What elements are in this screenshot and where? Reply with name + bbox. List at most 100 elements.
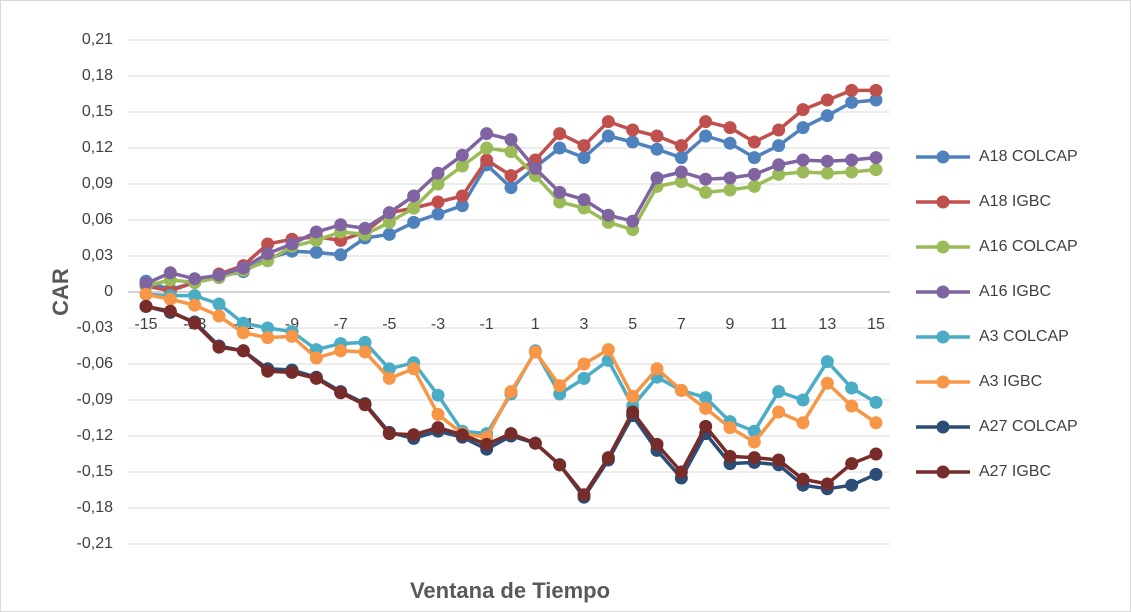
x-tick-label: 9	[726, 316, 735, 333]
data-point	[577, 357, 591, 371]
y-tick-label: 0,18	[82, 67, 113, 84]
data-point	[747, 424, 761, 438]
y-tick-label: 0	[104, 283, 113, 300]
data-point	[723, 171, 737, 185]
legend-label: A27 IGBC	[979, 463, 1051, 480]
data-point	[407, 215, 421, 229]
data-point	[820, 355, 834, 369]
data-point	[772, 405, 786, 419]
data-point	[407, 201, 421, 215]
data-point	[796, 416, 810, 430]
data-point	[747, 435, 761, 449]
data-point	[382, 206, 396, 220]
y-tick-label: -0,06	[77, 355, 114, 372]
data-point	[577, 488, 591, 502]
data-point	[772, 123, 786, 137]
data-point	[601, 208, 615, 222]
data-point	[845, 83, 859, 97]
y-tick-label: -0,18	[77, 499, 114, 516]
data-point	[236, 261, 250, 275]
y-tick-label: 0,12	[82, 139, 113, 156]
data-point	[845, 95, 859, 109]
legend-marker	[936, 465, 950, 479]
data-point	[577, 371, 591, 385]
data-point	[382, 362, 396, 376]
data-point	[334, 248, 348, 262]
data-point	[261, 321, 275, 335]
data-point	[674, 175, 688, 189]
data-point	[674, 165, 688, 179]
data-point	[772, 453, 786, 467]
data-point	[674, 151, 688, 165]
data-point	[699, 185, 713, 199]
x-tick-label: 1	[531, 316, 540, 333]
data-point	[334, 386, 348, 400]
data-point	[212, 268, 226, 282]
data-point	[236, 316, 250, 330]
data-point	[699, 391, 713, 405]
data-point	[188, 316, 202, 330]
y-tick-label: -0,09	[77, 391, 114, 408]
data-point	[504, 181, 518, 195]
data-point	[407, 428, 421, 442]
data-point	[601, 115, 615, 129]
data-point	[163, 292, 177, 306]
data-point	[455, 199, 469, 213]
data-point	[285, 329, 299, 343]
data-point	[845, 457, 859, 471]
data-point	[553, 185, 567, 199]
data-point	[553, 127, 567, 141]
data-point	[747, 451, 761, 465]
legend-marker	[936, 195, 950, 209]
legend-label: A3 IGBC	[979, 373, 1042, 390]
data-point	[455, 189, 469, 203]
data-point	[772, 158, 786, 172]
data-point	[139, 299, 153, 313]
data-point	[796, 472, 810, 486]
legend-marker	[936, 375, 950, 389]
data-point	[163, 304, 177, 318]
data-point	[431, 421, 445, 435]
x-tick-label: -1	[480, 316, 494, 333]
x-tick-label: 11	[770, 316, 787, 333]
y-tick-label: 0,06	[82, 211, 113, 228]
data-point	[382, 215, 396, 229]
data-point	[480, 141, 494, 155]
data-point	[139, 277, 153, 291]
data-point	[358, 221, 372, 235]
legend-marker	[936, 285, 950, 299]
data-point	[504, 133, 518, 147]
data-point	[699, 401, 713, 415]
legend-label: A16 IGBC	[979, 283, 1051, 300]
data-point	[261, 331, 275, 345]
data-point	[650, 171, 664, 185]
data-point	[504, 145, 518, 159]
data-point	[455, 428, 469, 442]
data-point	[285, 237, 299, 251]
data-point	[431, 177, 445, 191]
data-point	[626, 123, 640, 137]
data-point	[236, 326, 250, 340]
legend-label: A3 COLCAP	[979, 328, 1069, 345]
data-point	[869, 447, 883, 461]
data-point	[382, 371, 396, 385]
data-point	[480, 437, 494, 451]
data-point	[820, 93, 834, 107]
x-tick-label: 5	[628, 316, 637, 333]
y-tick-label: 0,09	[82, 175, 113, 192]
data-point	[334, 218, 348, 232]
data-point	[504, 427, 518, 441]
data-point	[358, 398, 372, 412]
data-point	[869, 83, 883, 97]
data-point	[188, 272, 202, 286]
data-point	[480, 153, 494, 167]
data-point	[869, 93, 883, 107]
x-tick-label: 13	[818, 316, 836, 333]
data-point	[528, 161, 542, 175]
data-point	[212, 340, 226, 354]
legend-marker	[936, 330, 950, 344]
data-point	[504, 385, 518, 399]
data-point	[285, 365, 299, 379]
data-point	[845, 478, 859, 492]
